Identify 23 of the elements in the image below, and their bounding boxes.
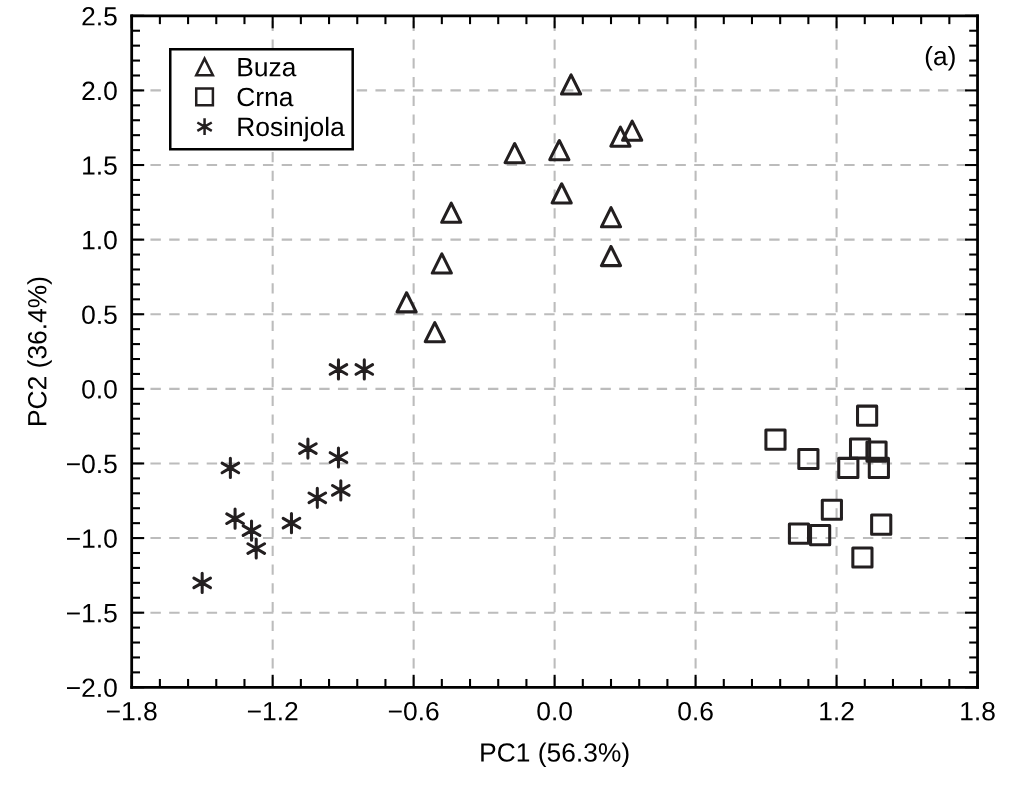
y-tick-label: 2.0 bbox=[82, 81, 117, 101]
x-tick-label: 0.6 bbox=[678, 701, 713, 721]
x-tick-label: 1.2 bbox=[820, 701, 854, 721]
legend-label: Rosinjola bbox=[238, 116, 345, 142]
y-tick-label: −1.5 bbox=[67, 604, 117, 623]
y-tick-label: −0.5 bbox=[67, 454, 117, 474]
annotation: (a) bbox=[925, 46, 955, 71]
legend-label: Crna bbox=[237, 87, 294, 107]
y-tick-label: 1.5 bbox=[83, 156, 117, 175]
x-tick-label: 1.8 bbox=[961, 701, 995, 721]
x-tick-label: 0.0 bbox=[537, 701, 572, 721]
y-tick-label: −2.0 bbox=[67, 678, 117, 698]
y-tick-label: −1.0 bbox=[67, 529, 117, 548]
x-tick-label: −1.8 bbox=[106, 701, 157, 721]
y-tick-label: 1.0 bbox=[83, 230, 117, 250]
x-tick-label: −0.6 bbox=[388, 701, 439, 721]
y-axis-title: PC2 (36.4%) bbox=[27, 277, 52, 425]
legend-label: Buza bbox=[238, 58, 297, 77]
y-tick-label: 0.0 bbox=[82, 379, 117, 399]
y-tick-label: 2.5 bbox=[82, 6, 117, 26]
y-tick-label: 0.5 bbox=[82, 305, 117, 325]
x-axis-title: PC1 (56.3%) bbox=[481, 742, 629, 768]
x-tick-label: −1.2 bbox=[247, 701, 298, 721]
